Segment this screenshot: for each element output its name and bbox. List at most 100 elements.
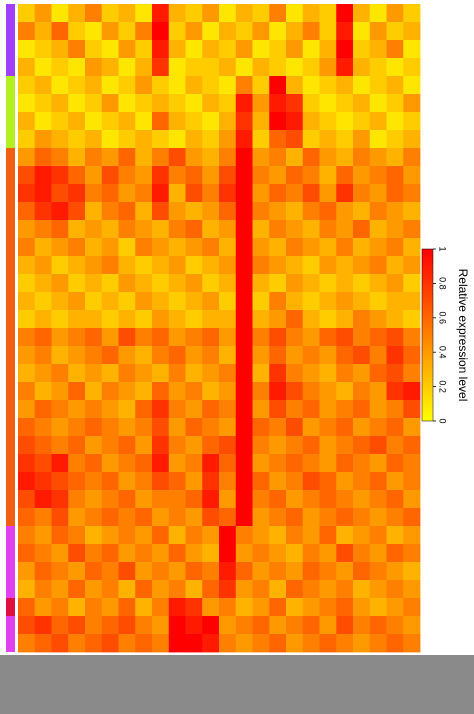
heatmap-cell <box>269 616 287 635</box>
heatmap-cell <box>336 220 354 239</box>
heatmap-cell <box>101 472 119 491</box>
heatmap-cell <box>235 400 253 419</box>
heatmap-cell <box>152 112 170 131</box>
heatmap-cell <box>286 202 304 221</box>
heatmap-cell <box>403 472 421 491</box>
heatmap-cell <box>386 634 404 653</box>
heatmap-cell <box>353 94 371 113</box>
heatmap-cell <box>51 508 69 527</box>
heatmap-cell <box>235 58 253 77</box>
heatmap-cell <box>269 238 287 257</box>
heatmap-cell <box>219 292 237 311</box>
heatmap-cell <box>51 40 69 59</box>
colorbar-gradient <box>421 248 434 422</box>
heatmap-cell <box>101 634 119 653</box>
heatmap-cell <box>336 364 354 383</box>
heatmap-cell <box>369 202 387 221</box>
heatmap-cell <box>336 256 354 275</box>
heatmap-cell <box>235 634 253 653</box>
heatmap-cell <box>302 94 320 113</box>
heatmap-cell <box>152 76 170 95</box>
heatmap-cell <box>386 310 404 329</box>
heatmap-cell <box>34 454 52 473</box>
heatmap-cell <box>85 598 103 617</box>
heatmap-cell <box>34 220 52 239</box>
heatmap-cell <box>369 544 387 563</box>
heatmap-cell <box>85 166 103 185</box>
heatmap-cell <box>118 274 136 293</box>
heatmap-cell <box>252 292 270 311</box>
heatmap-cell <box>235 346 253 365</box>
heatmap-cell <box>386 418 404 437</box>
heatmap-cell <box>403 418 421 437</box>
heatmap-cell <box>51 364 69 383</box>
heatmap-cell <box>319 4 337 23</box>
heatmap-cell <box>269 598 287 617</box>
heatmap-cell <box>235 40 253 59</box>
heatmap-cell <box>135 76 153 95</box>
heatmap-cell <box>202 256 220 275</box>
heatmap-cell <box>168 130 186 149</box>
heatmap-cell <box>168 202 186 221</box>
heatmap-cell <box>369 58 387 77</box>
heatmap-cell <box>319 112 337 131</box>
heatmap-cell <box>101 238 119 257</box>
heatmap-cell <box>353 364 371 383</box>
heatmap-cell <box>18 4 36 23</box>
heatmap-cell <box>386 22 404 41</box>
heatmap-cell <box>252 166 270 185</box>
heatmap-cell <box>168 22 186 41</box>
heatmap-cell <box>235 364 253 383</box>
heatmap-cell <box>319 490 337 509</box>
heatmap-cell <box>369 256 387 275</box>
heatmap-cell <box>85 310 103 329</box>
heatmap-cell <box>235 4 253 23</box>
heatmap-cell <box>386 202 404 221</box>
heatmap-cell <box>219 580 237 599</box>
heatmap-cell <box>235 544 253 563</box>
heatmap-cell <box>101 292 119 311</box>
heatmap-cell <box>68 166 86 185</box>
heatmap-cell <box>386 274 404 293</box>
heatmap-cell <box>319 58 337 77</box>
heatmap-cell <box>118 130 136 149</box>
heatmap-cell <box>269 112 287 131</box>
heatmap-cell <box>68 238 86 257</box>
heatmap-cell <box>18 616 36 635</box>
heatmap-cell <box>18 454 36 473</box>
heatmap-cell <box>252 220 270 239</box>
heatmap-cell <box>386 382 404 401</box>
heatmap-cell <box>302 580 320 599</box>
heatmap-cell <box>101 274 119 293</box>
heatmap-cell <box>152 382 170 401</box>
heatmap-cell <box>386 526 404 545</box>
heatmap-cell <box>353 382 371 401</box>
heatmap-cell <box>101 256 119 275</box>
heatmap-cell <box>269 508 287 527</box>
heatmap-cell <box>68 184 86 203</box>
heatmap-cell <box>202 4 220 23</box>
heatmap-cell <box>369 526 387 545</box>
heatmap-cell <box>302 598 320 617</box>
heatmap-cell <box>336 292 354 311</box>
heatmap-cell <box>252 616 270 635</box>
heatmap-cell <box>152 166 170 185</box>
heatmap-cell <box>68 256 86 275</box>
heatmap-cell <box>403 598 421 617</box>
heatmap-cell <box>185 310 203 329</box>
heatmap-cell <box>118 76 136 95</box>
heatmap-cell <box>369 4 387 23</box>
heatmap-cell <box>219 130 237 149</box>
row-group <box>6 148 15 526</box>
heatmap-cell <box>369 346 387 365</box>
heatmap-cell <box>168 166 186 185</box>
heatmap-cell <box>235 418 253 437</box>
heatmap-cell <box>369 22 387 41</box>
heatmap-cell <box>202 634 220 653</box>
heatmap-cell <box>135 148 153 167</box>
heatmap-cell <box>353 598 371 617</box>
heatmap-cell <box>152 436 170 455</box>
heatmap-cell <box>68 616 86 635</box>
heatmap-cell <box>386 130 404 149</box>
heatmap-cell <box>51 454 69 473</box>
